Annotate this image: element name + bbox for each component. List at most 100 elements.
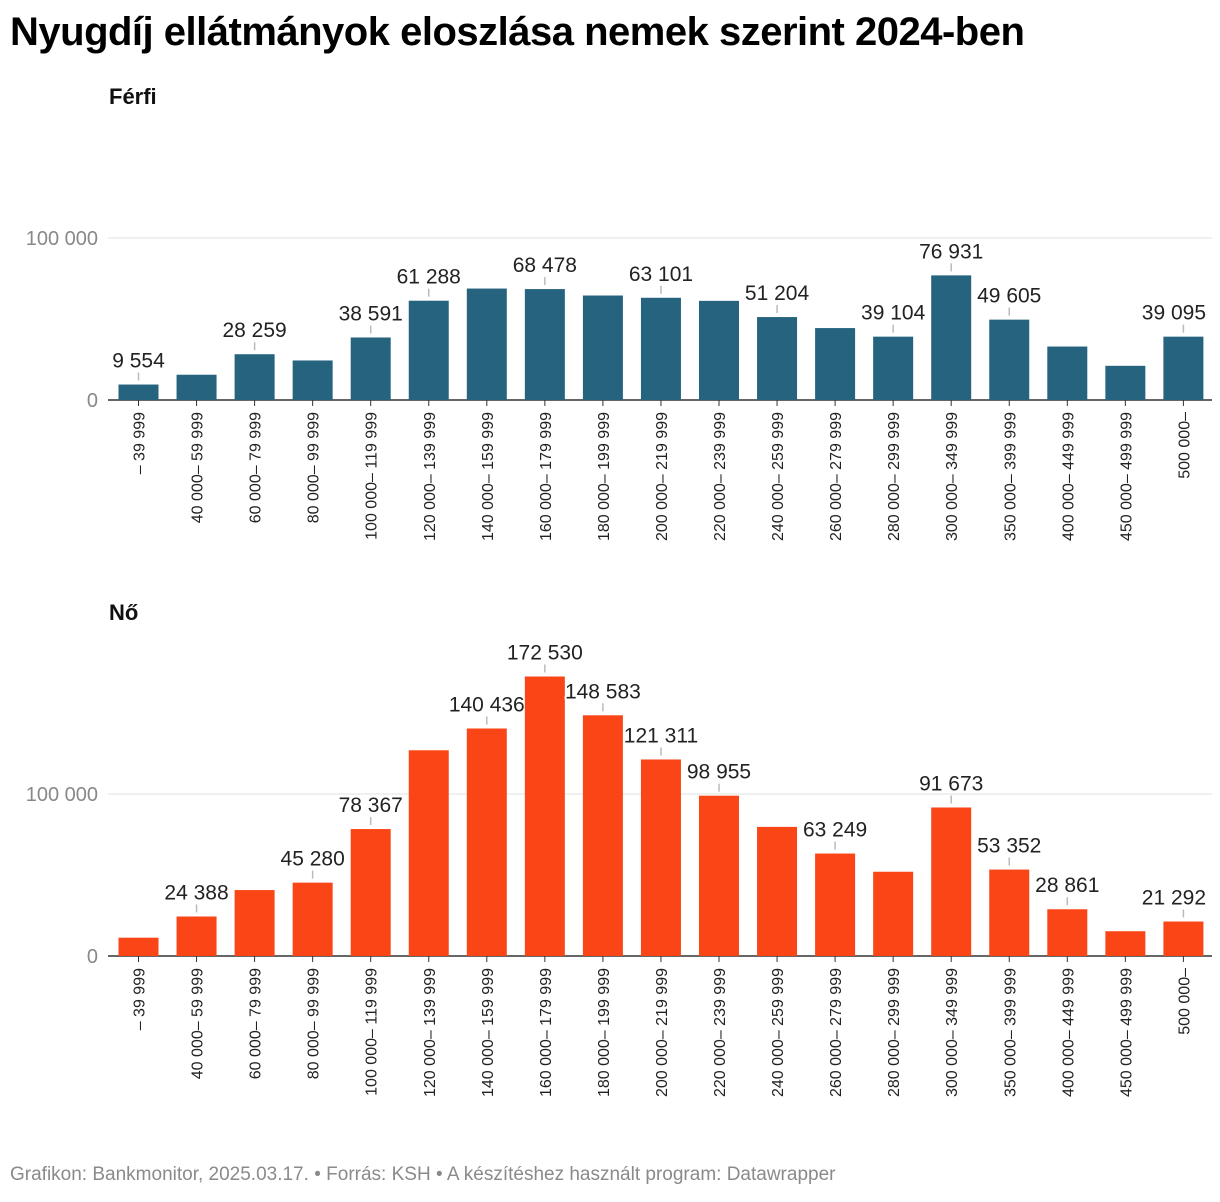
men-category-label: 80 000– 99 999 (306, 412, 323, 523)
footer-credit: Grafikon: Bankmonitor, 2025.03.17. (10, 1164, 309, 1185)
women-value-label: 24 388 (164, 881, 228, 904)
men-category-label: 220 000– 239 999 (712, 412, 729, 541)
women-bar (1163, 921, 1204, 956)
women-y-tick-label: 100 000 (26, 784, 98, 806)
men-value-label: 28 259 (222, 319, 286, 342)
men-category-label: 160 000– 179 999 (538, 412, 555, 541)
men-bar (1105, 365, 1146, 400)
men-bar (466, 288, 507, 400)
men-category-label: 60 000– 79 999 (248, 412, 265, 523)
men-y-tick-label: 100 000 (26, 228, 98, 250)
men-bar (640, 297, 681, 400)
men-category-label: 350 000– 399 999 (1002, 412, 1019, 541)
women-value-label: 98 955 (687, 761, 751, 784)
men-bar (176, 374, 217, 400)
women-value-label: 148 583 (565, 680, 641, 703)
men-value-label: 39 104 (861, 302, 926, 325)
women-value-label: 172 530 (507, 642, 583, 665)
men-category-label: – 39 999 (132, 412, 149, 474)
men-bar (350, 337, 391, 400)
men-category-label: 300 000– 349 999 (944, 412, 961, 541)
men-bar (582, 295, 623, 400)
women-category-label: 400 000– 449 999 (1060, 968, 1077, 1097)
women-bar (757, 826, 798, 956)
men-category-label: 450 000– 499 999 (1118, 412, 1135, 541)
men-value-label: 9 554 (112, 350, 165, 373)
women-value-label: 140 436 (449, 693, 525, 716)
women-category-label: 260 000– 279 999 (828, 968, 845, 1097)
men-category-label: 240 000– 259 999 (770, 412, 787, 541)
women-bar (640, 759, 681, 956)
men-bar (757, 317, 798, 400)
men-bar (524, 289, 565, 400)
women-category-label: 280 000– 299 999 (886, 968, 903, 1097)
women-bar (524, 676, 565, 956)
men-category-label: 140 000– 159 999 (480, 412, 497, 541)
men-category-label: 200 000– 219 999 (654, 412, 671, 541)
men-bar (815, 328, 856, 400)
women-category-label: 300 000– 349 999 (944, 968, 961, 1097)
footer: Grafikon: Bankmonitor, 2025.03.17. • For… (10, 1164, 835, 1186)
women-category-label: 160 000– 179 999 (538, 968, 555, 1097)
women-bar (350, 829, 391, 956)
footer-tool: A készítéshez használt program: Datawrap… (446, 1164, 836, 1185)
women-bar (234, 890, 275, 956)
women-bar (1047, 909, 1088, 956)
women-bar (176, 916, 217, 956)
women-category-label: 100 000– 119 999 (364, 968, 381, 1096)
men-category-label: 180 000– 199 999 (596, 412, 613, 541)
women-category-label: 40 000– 59 999 (190, 968, 207, 1079)
women-category-label: 60 000– 79 999 (248, 968, 265, 1079)
women-category-label: 120 000– 139 999 (422, 968, 439, 1097)
women-category-label: 80 000– 99 999 (306, 968, 323, 1079)
men-y-tick-label: 0 (87, 390, 98, 412)
women-bar (989, 869, 1030, 956)
women-category-label: 140 000– 159 999 (480, 968, 497, 1097)
women-bar (873, 871, 914, 956)
women-value-label: 45 280 (281, 848, 345, 871)
men-bar (1047, 346, 1088, 400)
men-bar (408, 300, 449, 400)
women-value-label: 121 311 (624, 724, 698, 747)
men-category-label: 40 000– 59 999 (190, 412, 207, 523)
men-bar (234, 354, 275, 400)
men-chart-title: Férfi (109, 84, 157, 109)
men-category-label: 400 000– 449 999 (1060, 412, 1077, 541)
men-bar (1163, 336, 1204, 400)
women-category-label: 240 000– 259 999 (770, 968, 787, 1097)
footer-separator-2: • (430, 1164, 447, 1185)
women-value-label: 28 861 (1035, 874, 1099, 897)
women-chart-title: Nő (109, 600, 139, 625)
women-value-label: 21 292 (1142, 887, 1206, 910)
women-category-label: 450 000– 499 999 (1118, 968, 1135, 1097)
women-y-tick-label: 0 (87, 946, 98, 968)
men-bar-chart: 0 100 000 – 39 999 9 554 40 000– 59 999 60 00… (26, 228, 1212, 541)
men-value-label: 63 101 (629, 263, 693, 286)
women-category-label: 350 000– 399 999 (1002, 968, 1019, 1097)
men-category-label: 260 000– 279 999 (828, 412, 845, 541)
men-value-label: 39 095 (1142, 302, 1206, 325)
men-value-label: 61 288 (397, 266, 461, 289)
women-category-label: 500 000– (1176, 968, 1193, 1035)
women-value-label: 78 367 (339, 794, 403, 817)
women-bar (408, 750, 449, 956)
men-category-label: 280 000– 299 999 (886, 412, 903, 541)
men-bar (699, 300, 739, 400)
women-bar (931, 807, 972, 956)
footer-separator-1: • (308, 1164, 327, 1185)
women-bar (699, 795, 739, 956)
women-category-label: – 39 999 (132, 968, 149, 1030)
men-value-label: 76 931 (919, 240, 983, 263)
men-value-label: 38 591 (339, 302, 403, 325)
women-bar (582, 715, 623, 956)
women-value-label: 53 352 (977, 835, 1041, 858)
women-value-label: 91 673 (919, 772, 983, 795)
men-bar (989, 319, 1030, 400)
women-value-label: 63 249 (803, 819, 867, 842)
men-bar (873, 336, 914, 400)
men-bar (292, 360, 333, 400)
men-category-label: 500 000– (1176, 412, 1193, 479)
footer-source: Forrás: KSH (326, 1164, 431, 1185)
men-category-label: 120 000– 139 999 (422, 412, 439, 541)
men-bar (118, 384, 159, 400)
